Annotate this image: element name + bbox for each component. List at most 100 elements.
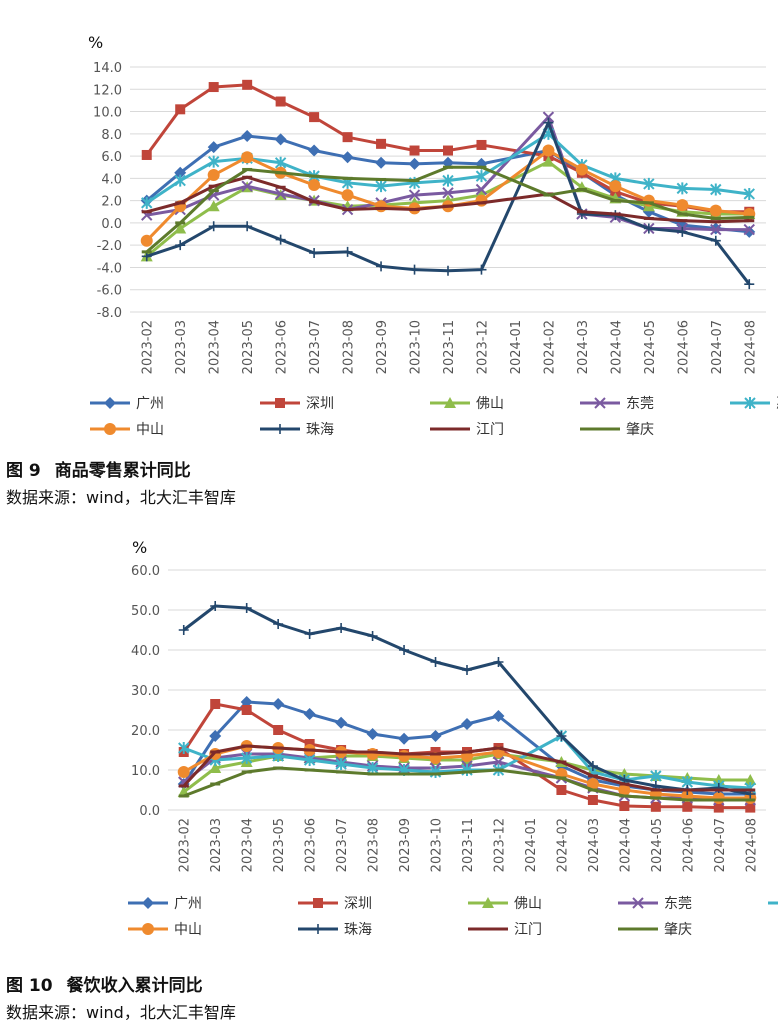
data-point (745, 798, 756, 802)
data-point (743, 225, 756, 238)
data-point (335, 758, 347, 770)
legend-marker (275, 424, 285, 434)
x-tick-label: 2024-04 (618, 818, 633, 872)
x-tick-label: 2024-02 (542, 320, 557, 374)
legend-label: 佛山 (476, 396, 504, 412)
data-point (241, 770, 252, 774)
x-tick-label: 2023-07 (308, 320, 323, 374)
data-point (175, 240, 186, 251)
data-point (650, 770, 662, 782)
legend-marker (595, 427, 605, 431)
data-point (587, 788, 598, 792)
legend-item: 广州 (90, 396, 164, 412)
series-line (145, 134, 750, 234)
data-point (366, 748, 379, 760)
data-point (409, 179, 420, 183)
figure-9-caption: 图 9 商品零售累计同比 (6, 461, 191, 481)
data-point (207, 155, 220, 168)
data-point (304, 768, 315, 772)
y-tick-label: 10.0 (93, 106, 122, 121)
y-tick-label: 12.0 (93, 83, 122, 98)
data-point (493, 768, 504, 772)
data-point (241, 151, 254, 164)
y-tick-label: 30.0 (131, 684, 160, 699)
legend-item: 深圳 (260, 396, 334, 412)
legend-marker (594, 397, 606, 409)
data-point (650, 796, 661, 800)
legend-label: 珠海 (344, 922, 372, 938)
catering-revenue-chart: % 60.0 50.0 40.0 30.0 20.0 10.0 0.0 2023-02 2023-… (128, 538, 778, 938)
data-point (430, 772, 441, 776)
data-point (398, 732, 411, 745)
data-point (677, 226, 688, 237)
data-point (475, 170, 488, 183)
x-tick-label: 2024-05 (650, 818, 665, 872)
y-tick-label: 6.0 (101, 150, 122, 165)
legend-label: 东莞 (626, 396, 654, 412)
data-point (208, 189, 219, 193)
data-point (178, 625, 189, 635)
x-tick-label: 2023-04 (208, 320, 223, 374)
data-point (376, 138, 387, 149)
data-point (175, 201, 186, 205)
data-point (375, 180, 387, 193)
data-point (275, 96, 286, 107)
data-point (241, 744, 252, 748)
legend-label: 佛山 (514, 896, 542, 912)
x-tick-label: 2023-02 (178, 818, 193, 872)
y-tick-label: 20.0 (131, 724, 160, 739)
data-point (443, 165, 453, 169)
data-point (493, 657, 504, 667)
data-point (273, 619, 284, 629)
data-point (208, 82, 219, 93)
x-tick-label: 2024-02 (555, 818, 570, 872)
data-point (430, 657, 441, 667)
y-tick-label: -4.0 (97, 261, 122, 276)
figure-10-source: 数据来源：wind，北大汇丰智库 (6, 1003, 236, 1022)
legend-item: 东莞 (618, 896, 692, 912)
legend-marker (142, 897, 154, 909)
data-point (587, 774, 598, 778)
data-point (710, 183, 722, 196)
y-axis-unit: % (132, 538, 147, 557)
data-point (399, 752, 410, 756)
legend-marker (482, 897, 494, 908)
data-point (141, 210, 152, 214)
data-point (409, 145, 420, 156)
legend-label: 肇庆 (626, 422, 654, 438)
data-point (174, 166, 187, 179)
data-point (336, 623, 347, 633)
data-point (140, 234, 153, 247)
data-point (304, 748, 315, 752)
data-point (619, 794, 630, 798)
series-line (146, 175, 750, 224)
legend-item: 惠州 (768, 901, 778, 905)
figure-10-caption: 图 10 餐饮收入累计同比 (6, 976, 203, 996)
x-tick-label: 2023-06 (304, 818, 319, 872)
data-point (209, 762, 222, 773)
y-tick-label: 2.0 (101, 195, 122, 210)
legend-marker (142, 923, 154, 935)
data-point (475, 194, 488, 207)
legend-label: 肇庆 (664, 922, 692, 938)
y-tick-label: 40.0 (131, 644, 160, 659)
legend-label: 珠海 (306, 422, 334, 438)
data-point (409, 264, 420, 275)
data-point (336, 750, 347, 754)
data-point (178, 742, 190, 754)
data-point (682, 801, 693, 812)
data-point (308, 179, 321, 192)
data-point (273, 725, 284, 735)
y-tick-label: 8.0 (101, 128, 122, 143)
data-point (336, 770, 347, 774)
data-point (709, 204, 722, 217)
data-point (650, 801, 661, 812)
legend-label: 东莞 (664, 896, 692, 912)
data-point (442, 187, 454, 199)
series-line (183, 734, 751, 790)
series-珠海 (178, 601, 756, 799)
data-point (744, 215, 755, 219)
data-point (461, 718, 473, 730)
data-point (575, 163, 588, 176)
data-point (677, 219, 688, 223)
